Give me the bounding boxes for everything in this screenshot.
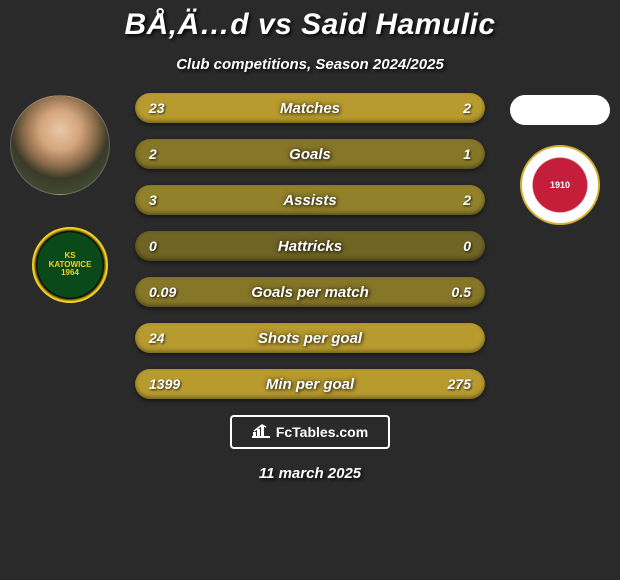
stat-value-left: 3 [149,192,157,208]
footer-brand-badge: FcTables.com [230,415,390,449]
stat-value-right: 1 [463,146,471,162]
stat-row: 23 Matches 2 [135,93,485,123]
player-photo-right [510,95,610,125]
page-subtitle: Club competitions, Season 2024/2025 [0,56,620,73]
club-badge-left-text: KS KATOWICE 1964 [49,252,92,278]
club-right-year: 1910 [550,180,570,190]
comparison-infographic: BÅ‚Ä…d vs Said Hamulic Club competitions… [0,0,620,580]
stat-label: Goals [289,146,331,163]
stat-value-right: 0 [463,238,471,254]
club-left-mid: KATOWICE [49,260,92,269]
stat-bars: 23 Matches 2 2 Goals 1 3 Assists 2 0 Hattricks 0 0.0… [135,93,485,399]
stat-label: Matches [280,100,340,117]
player-photo-left [10,95,110,195]
stat-value-right: 275 [448,376,471,392]
stat-value-left: 23 [149,100,165,116]
stat-row: 24 Shots per goal [135,323,485,353]
club-badge-right: 1910 [520,145,600,225]
stat-label: Min per goal [266,376,354,393]
stat-row: 1399 Min per goal 275 [135,369,485,399]
club-left-top: KS [64,251,75,260]
stat-label: Goals per match [251,284,369,301]
club-badge-left: KS KATOWICE 1964 [30,225,110,305]
chart-icon [252,424,270,441]
stat-value-left: 0.09 [149,284,176,300]
stat-row: 2 Goals 1 [135,139,485,169]
stat-value-left: 1399 [149,376,180,392]
stat-value-left: 0 [149,238,157,254]
stat-label: Assists [283,192,336,209]
stat-value-right: 2 [463,100,471,116]
footer-brand-text: FcTables.com [276,424,368,440]
club-left-year: 1964 [61,268,79,277]
stat-value-right: 2 [463,192,471,208]
page-title: BÅ‚Ä…d vs Said Hamulic [0,8,620,42]
stat-value-left: 2 [149,146,157,162]
stat-row: 3 Assists 2 [135,185,485,215]
stat-value-left: 24 [149,330,165,346]
footer-date: 11 march 2025 [0,465,620,482]
stat-row: 0 Hattricks 0 [135,231,485,261]
stat-row: 0.09 Goals per match 0.5 [135,277,485,307]
chart-area: KS KATOWICE 1964 1910 23Matches22Goals13… [0,93,620,399]
stat-value-right: 0.5 [452,284,471,300]
stat-label: Hattricks [278,238,342,255]
club-badge-right-text: 1910 [550,180,570,190]
stat-label: Shots per goal [258,330,362,347]
